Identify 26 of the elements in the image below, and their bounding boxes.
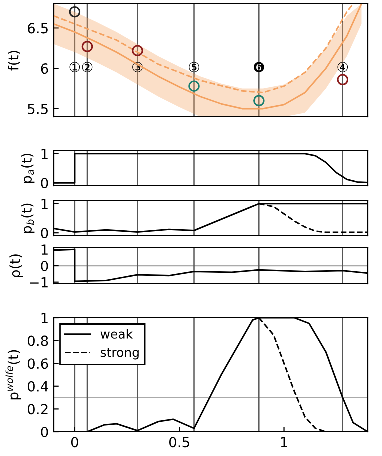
x-tick-label: 1 [281, 437, 288, 448]
y-tick-label: 1 [42, 149, 48, 160]
y-tick-label: 1 [42, 199, 48, 210]
y-tick-label: 1 [42, 244, 48, 255]
y-tick-label: 0 [41, 426, 48, 438]
y-tick-label: 1 [42, 313, 48, 324]
y-tick-label: 6 [41, 64, 48, 74]
y-tick-label: 5.5 [28, 104, 48, 114]
y-tick-label: 0 [41, 260, 48, 272]
legend-label: weak [100, 329, 134, 339]
y-axis-title: f(t) [8, 51, 20, 71]
y-tick-label: −1 [30, 278, 48, 288]
x-tick-label: 0 [71, 437, 78, 448]
y-tick-label: 0.8 [28, 336, 48, 346]
x-tick-label: 0.5 [169, 437, 190, 448]
y-axis-title: ρ(t) [10, 254, 24, 278]
y-tick-label: 0 [41, 228, 48, 239]
y-tick-label: 0.4 [28, 381, 48, 392]
legend-label: strong [100, 348, 139, 360]
y-tick-label: 6.5 [28, 23, 48, 34]
y-axis-title: p$_{b}$(t) [21, 204, 35, 234]
y-tick-label: 0 [41, 178, 48, 189]
y-axis-title: p$_{a}$(t) [21, 154, 35, 184]
y-tick-label: 0.2 [28, 404, 48, 415]
y-axis-title: p$^{wolfe}$(t) [6, 350, 22, 400]
y-tick-label: 0.6 [28, 358, 48, 370]
